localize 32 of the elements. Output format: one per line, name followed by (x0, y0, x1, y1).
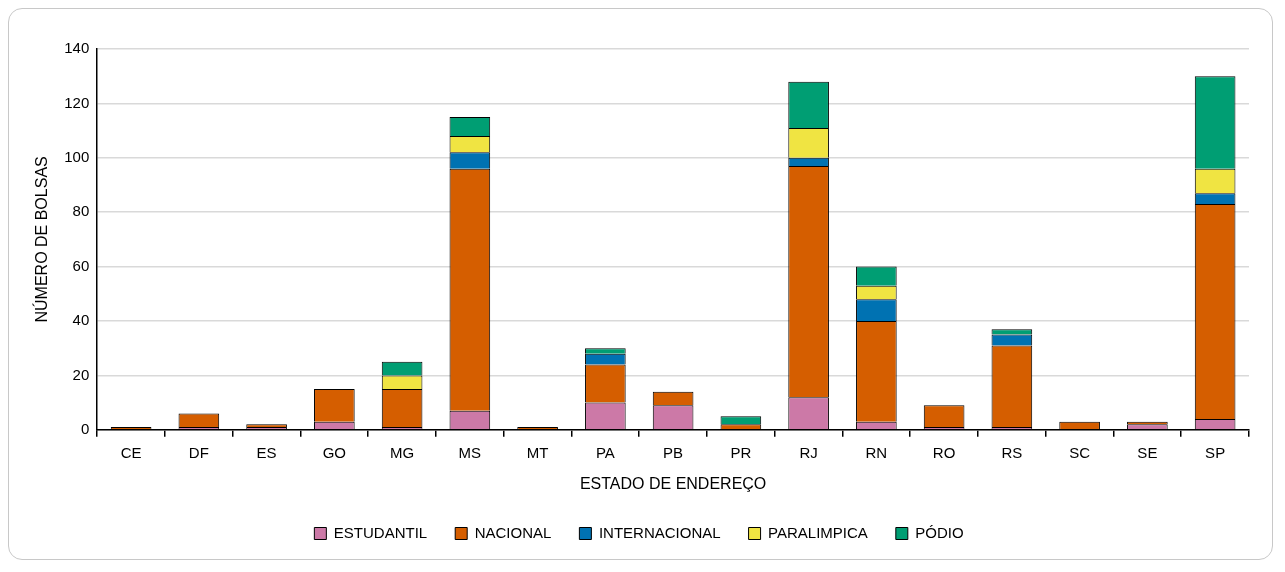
y-tick-label: 20 (72, 365, 90, 383)
x-tick-label: PA (595, 443, 615, 461)
legend-label: NACIONAL (474, 523, 552, 541)
x-tick-label: MT (526, 443, 549, 461)
x-tick-label: SC (1069, 443, 1091, 461)
y-tick-label: 80 (72, 202, 90, 220)
x-tick-label: PR (730, 443, 752, 461)
y-tick-label: 60 (72, 256, 90, 274)
legend-label: PÓDIO (915, 523, 964, 541)
x-tick-label: RJ (799, 443, 818, 461)
x-tick-label: MG (390, 443, 415, 461)
x-tick-label: SP (1205, 443, 1226, 461)
x-tick-label: GO (322, 443, 347, 461)
x-tick-label: MS (458, 443, 482, 461)
x-tick-label: RN (865, 443, 888, 461)
y-tick-label: 140 (64, 39, 90, 57)
y-tick-label: 120 (64, 93, 90, 111)
x-tick-label: DF (188, 443, 209, 461)
x-tick-label: SE (1137, 443, 1158, 461)
legend-label: ESTUDANTIL (333, 523, 428, 541)
x-tick-label: CE (120, 443, 142, 461)
x-tick-label: PB (663, 443, 684, 461)
legend-label: PARALIMPICA (768, 523, 868, 541)
y-tick-label: 0 (80, 419, 90, 437)
x-axis-title: ESTADO DE ENDEREÇO (579, 474, 767, 492)
y-tick-label: 40 (72, 311, 90, 329)
y-tick-label: 100 (64, 147, 90, 165)
x-tick-label: RO (932, 443, 956, 461)
x-tick-label: ES (256, 443, 277, 461)
legend-label: INTERNACIONAL (598, 523, 721, 541)
x-tick-label: RS (1001, 443, 1023, 461)
y-axis-title: NÚMERO DE BOLSAS (32, 156, 51, 323)
